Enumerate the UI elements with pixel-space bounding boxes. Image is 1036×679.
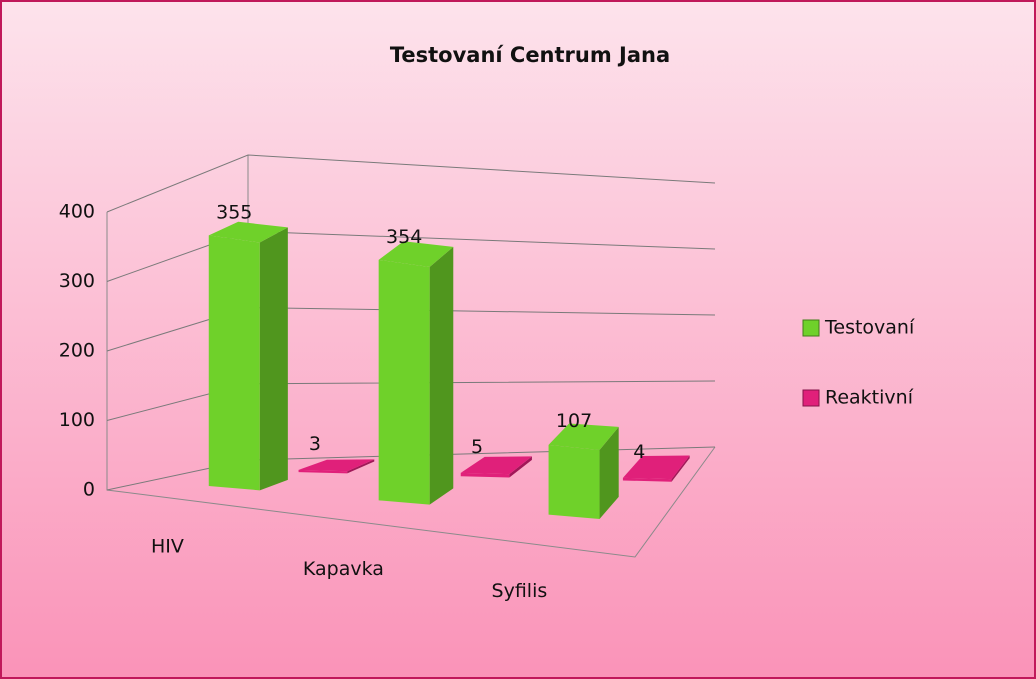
data-label: 354 — [386, 226, 422, 248]
bar — [548, 423, 619, 519]
bar — [208, 221, 288, 491]
legend-label: Testovaní — [824, 317, 915, 339]
chart-title: Testovaní Centrum Jana — [390, 43, 670, 67]
data-label: 107 — [556, 410, 592, 432]
data-label: 3 — [309, 433, 321, 455]
data-label: 4 — [633, 441, 645, 463]
bar-top — [460, 456, 532, 475]
bar-top — [622, 455, 690, 480]
bar-side — [671, 455, 690, 482]
y-tick-label: 0 — [83, 479, 95, 501]
legend-label: Reaktivní — [825, 387, 914, 409]
bar-front — [548, 444, 600, 519]
bar-front — [622, 477, 672, 482]
bar-top — [378, 241, 454, 267]
y-tick-label: 200 — [59, 340, 95, 362]
legend-swatch — [802, 389, 820, 407]
bar-side — [347, 459, 375, 474]
bar-side — [509, 456, 532, 478]
bar-top — [208, 221, 288, 243]
bar-side — [259, 227, 288, 491]
bar-front — [208, 235, 260, 491]
bar-front — [460, 472, 510, 478]
x-tick-label: Kapavka — [303, 558, 384, 580]
bar-side — [429, 246, 454, 505]
y-tick-label: 100 — [59, 409, 95, 431]
x-tick-label: HIV — [151, 535, 184, 557]
bar-front — [298, 469, 348, 474]
data-label: 5 — [471, 436, 483, 458]
bar — [298, 459, 375, 474]
bar-front — [378, 259, 430, 505]
y-tick-label: 400 — [59, 201, 95, 223]
bar-top — [298, 459, 375, 472]
legend-swatch — [802, 319, 820, 337]
x-tick-label: Syfilis — [492, 580, 548, 602]
bar-top — [548, 423, 619, 450]
data-label: 355 — [216, 201, 252, 223]
bar-side — [599, 426, 619, 519]
bar — [460, 456, 532, 478]
grid-line — [106, 154, 716, 213]
bar — [622, 455, 690, 482]
y-tick-label: 300 — [59, 270, 95, 292]
bar — [378, 241, 454, 505]
